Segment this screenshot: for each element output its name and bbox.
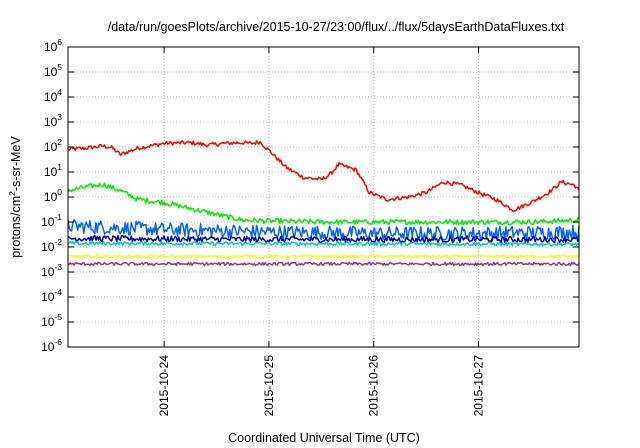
y-tick-label: 100 [44, 187, 62, 204]
y-tick-exponent: -3 [54, 262, 62, 272]
series-line [67, 240, 580, 247]
y-tick-base: 10 [44, 115, 58, 129]
y-tick-base: 10 [44, 65, 58, 79]
x-tick-label: 2015-10-25 [262, 355, 276, 417]
x-tick-label: 2015-10-24 [157, 355, 171, 417]
y-tick-label: 104 [44, 87, 62, 104]
y-tick-label: 102 [44, 137, 62, 154]
y-tick-exponent: 1 [57, 162, 62, 172]
y-tick-label: 103 [44, 112, 62, 129]
y-tick-exponent: -4 [54, 287, 62, 297]
y-tick-exponent: 2 [57, 137, 62, 147]
y-axis-label-superscript: 2 [7, 191, 17, 196]
y-tick-base: 10 [41, 215, 55, 229]
y-tick-label: 10-2 [41, 237, 62, 254]
y-tick-base: 10 [41, 265, 55, 279]
grid-lines [68, 47, 579, 347]
y-axis-ticks: 10-610-510-410-310-210-11001011021031041… [41, 37, 579, 354]
y-tick-exponent: 6 [57, 37, 62, 47]
y-tick-label: 10-5 [41, 312, 62, 329]
y-tick-base: 10 [44, 190, 58, 204]
y-tick-base: 10 [44, 165, 58, 179]
y-tick-base: 10 [41, 290, 55, 304]
y-tick-base: 10 [44, 90, 58, 104]
x-axis-label: Coordinated Universal Time (UTC) [228, 431, 420, 445]
series-line [67, 182, 580, 226]
y-tick-label: 10-3 [41, 262, 62, 279]
y-tick-base: 10 [41, 340, 55, 354]
y-tick-exponent: -6 [54, 337, 62, 347]
y-tick-exponent: -5 [54, 312, 62, 322]
y-tick-label: 10-1 [41, 212, 62, 229]
y-tick-label: 101 [44, 162, 62, 179]
series-line [67, 254, 580, 259]
y-tick-exponent: -1 [54, 212, 62, 222]
y-axis-label-rest: -s-sr-MeV [9, 136, 23, 192]
y-tick-exponent: 3 [57, 112, 62, 122]
y-tick-base: 10 [44, 40, 58, 54]
series-line [67, 140, 580, 213]
y-tick-exponent: 0 [57, 187, 62, 197]
y-tick-label: 10-6 [41, 337, 62, 354]
y-tick-base: 10 [41, 240, 55, 254]
x-tick-label: 2015-10-27 [472, 355, 486, 417]
y-tick-exponent: -2 [54, 237, 62, 247]
series-line [67, 234, 580, 244]
series-line [67, 218, 580, 242]
y-axis-label: protons/cm2-s-sr-MeV [7, 136, 23, 258]
series-line [67, 261, 580, 267]
x-axis-ticks: 2015-10-24 2015-10-25 2015-10-26 2015-10-27 [157, 47, 486, 417]
y-tick-base: 10 [44, 140, 58, 154]
chart-title: /data/run/goesPlots/archive/2015-10-27/2… [108, 20, 565, 34]
y-tick-exponent: 4 [57, 87, 62, 97]
y-tick-label: 106 [44, 37, 62, 54]
y-tick-base: 10 [41, 315, 55, 329]
series-layer [67, 140, 580, 267]
y-tick-exponent: 5 [57, 62, 62, 72]
y-axis-label-main: protons/cm [9, 196, 23, 258]
x-tick-label: 2015-10-26 [367, 355, 381, 417]
y-tick-label: 10-4 [41, 287, 62, 304]
y-tick-label: 105 [44, 62, 62, 79]
